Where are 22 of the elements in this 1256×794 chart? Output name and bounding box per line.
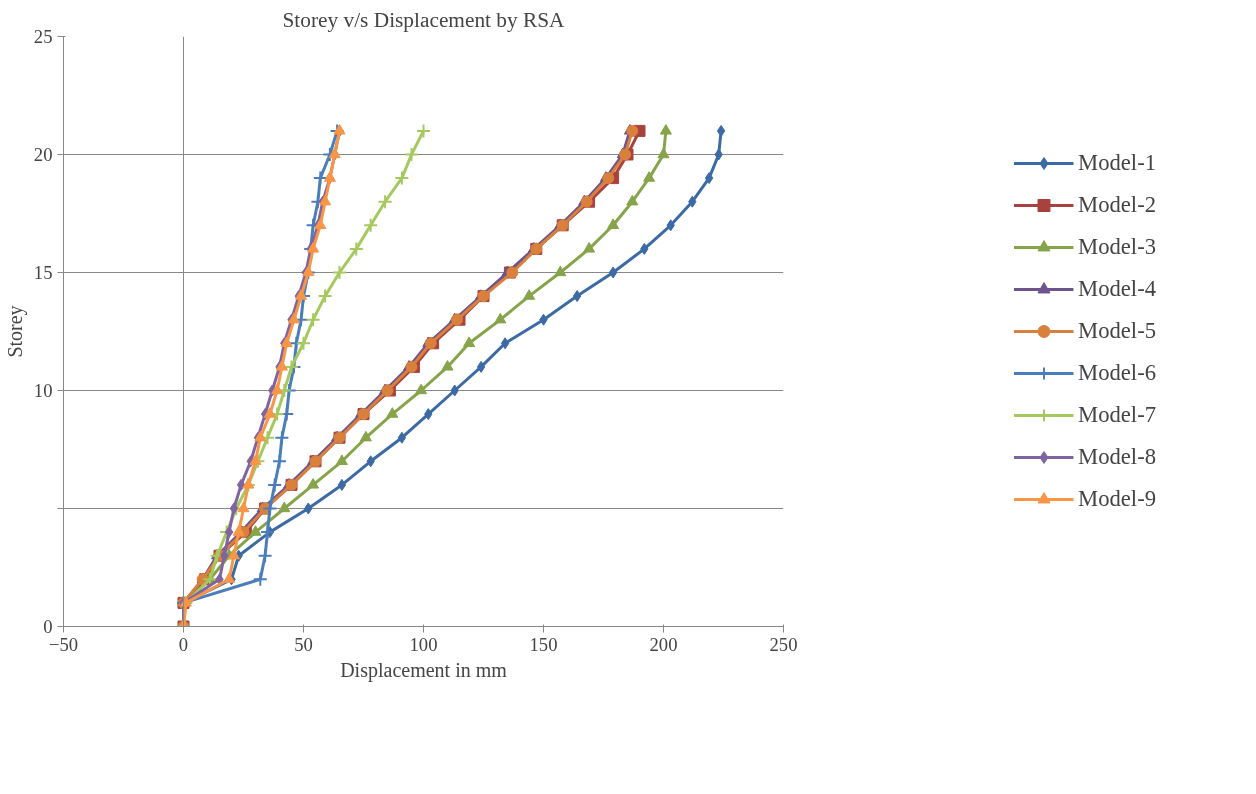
x-tick-label: 150 [529, 633, 558, 655]
y-axis-title: Storey [3, 305, 27, 358]
y-tick-label: 20 [33, 144, 53, 165]
legend-label: Model-1 [1077, 150, 1157, 176]
x-tick-label: 0 [178, 633, 189, 655]
x-tick-label: 250 [769, 633, 798, 655]
y-tick-label: 25 [33, 26, 53, 47]
legend-label: Model-6 [1077, 360, 1157, 386]
legend-label: Model-5 [1077, 318, 1157, 344]
y-tick-label: 15 [33, 262, 53, 283]
y-tick-label: 10 [33, 380, 53, 401]
legend-label: Model-3 [1077, 234, 1157, 260]
x-tick-label: 100 [409, 633, 438, 655]
x-tick-label: 200 [649, 633, 678, 655]
legend-label: Model-4 [1077, 276, 1157, 302]
x-tick-label: 50 [294, 633, 313, 655]
legend-label: Model-9 [1077, 486, 1157, 512]
x-axis-title: Displacement in mm [340, 658, 508, 682]
legend-label: Model-2 [1077, 192, 1157, 218]
legend-label: Model-8 [1077, 444, 1157, 470]
chart-title: Storey v/s Displacement by RSA [282, 7, 566, 32]
legend-label: Model-7 [1077, 402, 1157, 428]
